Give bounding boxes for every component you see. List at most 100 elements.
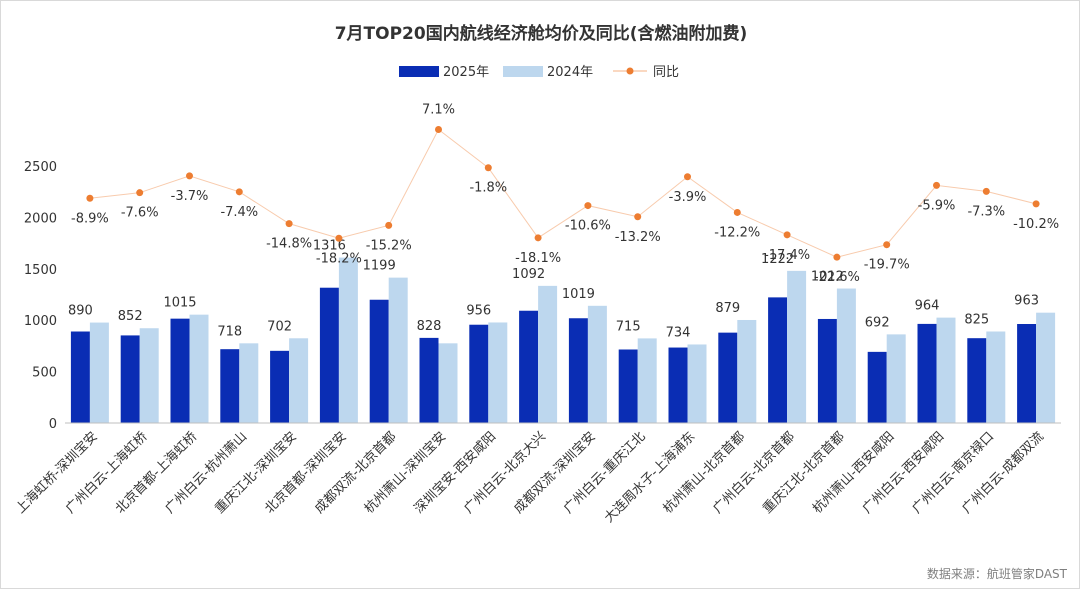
bars: 890 852 1015 718 702 1316 1199 828 956 1092 1019 71… [68,239,1056,423]
bar-value-label: 1199 [363,259,396,274]
yoy-marker [385,221,393,229]
yoy-value-label: -17.4% [764,248,810,263]
bar-value-label: 1012 [811,270,844,285]
y-tick-label: 2000 [24,211,57,226]
yoy-value-label: -14.8% [266,237,312,252]
bar-value-label: 825 [964,313,989,328]
y-tick-label: 500 [32,366,57,381]
y-tick-label: 1000 [24,314,57,329]
bar-value-label: 1019 [562,287,595,302]
legend-swatch-2024 [503,66,543,77]
x-category-label: 广州白云-南京禄口 [909,429,997,517]
bar-2024 [836,288,856,423]
x-category-label: 广州白云-北京首都 [710,429,798,517]
yoy-value-label: -19.7% [864,258,910,273]
bar-2024 [936,317,956,423]
yoy-marker [136,189,144,197]
yoy-marker [833,253,841,261]
bar-2025 [419,337,439,423]
yoy-marker [982,187,990,195]
bar-2024 [438,343,458,423]
bar-2025 [469,324,489,423]
yoy-value-label: -15.2% [366,238,412,253]
bar-2024 [139,328,159,423]
bar-2024 [538,285,558,423]
yoy-marker [933,181,940,189]
legend-marker-yoy [626,67,634,75]
bar-2024 [986,331,1006,423]
yoy-marker [435,125,442,133]
x-axis: 上海虹桥-深圳宝安广州白云-上海虹桥北京首都-上海虹桥广州白云-杭州萧山重庆江北… [13,422,1061,526]
yoy-value-label: -3.9% [669,190,707,205]
bar-2024 [787,270,807,423]
bar-2024 [239,343,259,423]
yoy-value-label: -18.2% [316,251,362,266]
bar-2024 [338,257,358,423]
yoy-line [89,128,1037,258]
yoy-value-label: -1.8% [469,181,507,196]
bar-2025 [220,349,240,423]
bar-2025 [867,351,887,423]
chart-title: 7月TOP20国内航线经济舱均价及同比(含燃油附加费) [335,23,748,44]
bar-value-label: 1092 [512,267,545,282]
bar-2024 [587,305,607,423]
legend-label-yoy: 同比 [653,65,679,80]
legend-swatch-2025 [399,66,439,77]
yoy-marker [584,202,592,210]
bar-2024 [488,322,508,423]
bar-2025 [1017,324,1037,423]
bar-value-label: 852 [118,309,143,324]
yoy-marker [335,234,343,242]
yoy-value-label: -3.7% [171,189,209,204]
bar-value-label: 1222 [761,252,794,267]
bar-value-label: 692 [865,315,890,330]
yoy-marker [534,234,542,242]
bar-2024 [189,314,209,423]
x-category-label: 广州白云-上海虹桥 [62,429,150,517]
bar-2025 [618,349,638,423]
yoy-value-label: -13.2% [615,230,661,245]
x-category-label: 重庆江北-北京首都 [760,429,848,517]
yoy-value-label: -7.6% [121,206,159,221]
bar-2025 [568,318,588,423]
bar-value-label: 964 [915,299,940,314]
x-category-label: 大连周水子-上海浦东 [601,429,698,526]
yoy-value-label: 7.1% [422,102,455,117]
bar-2025 [120,335,140,423]
bar-2025 [917,323,937,423]
bar-2025 [768,297,788,423]
x-category-label: 广州白云-重庆江北 [560,429,648,517]
yoy-value-label: -12.2% [714,225,760,240]
bar-2025 [817,318,837,423]
yoy-marker [1032,200,1040,208]
yoy-marker [783,231,791,239]
bar-2024 [886,334,906,423]
y-axis: 0 500 1000 1500 2000 2500 [24,160,57,432]
bar-2024 [388,277,408,423]
bar-2024 [89,322,109,423]
yoy-value-label: -18.1% [515,251,561,266]
bar-2025 [967,338,987,423]
yoy-marker [86,194,94,202]
yoy-series: -8.9% -7.6% -3.7% -7.4% -14.8% -18.2% -15.2% 7.… [71,102,1059,285]
bar-2025 [170,318,190,423]
bar-2025 [668,347,688,423]
yoy-value-label: -7.4% [220,205,258,220]
bar-value-label: 734 [666,325,691,340]
bar-2025 [70,331,90,423]
legend: 2025年 2024年 同比 [399,65,679,80]
bar-2025 [519,310,539,423]
yoy-value-label: -22.6% [814,270,860,285]
bar-value-label: 718 [217,324,242,339]
bar-value-label: 1316 [313,239,346,254]
bar-2024 [289,338,309,423]
bar-2025 [718,332,738,423]
bar-value-label: 715 [616,319,641,334]
y-tick-label: 2500 [24,160,57,175]
x-category-label: 广州白云-杭州萧山 [162,429,250,517]
x-category-label: 广州白云-北京大兴 [461,429,549,517]
yoy-marker [634,213,642,221]
x-category-label: 广州白云-成都双流 [959,429,1047,517]
data-source-note: 数据来源：航班管家DAST [927,566,1068,581]
